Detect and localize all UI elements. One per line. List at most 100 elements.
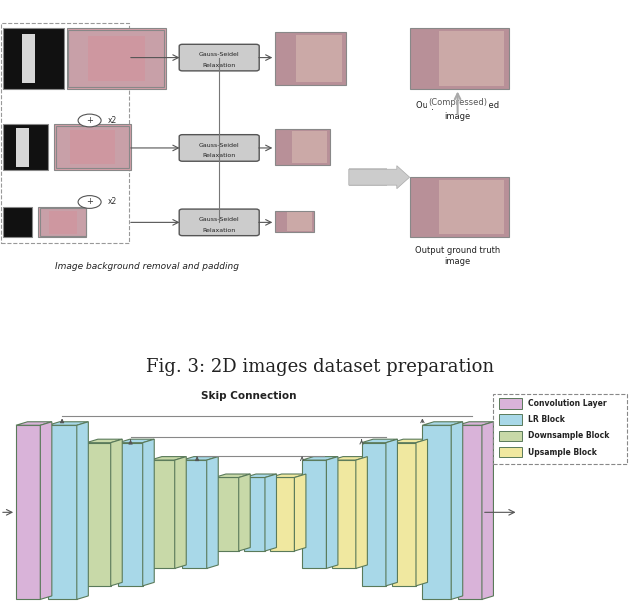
Polygon shape [118,442,143,586]
Text: x2: x2 [108,116,116,125]
FancyBboxPatch shape [499,414,522,425]
Polygon shape [302,460,326,568]
Polygon shape [458,425,482,599]
Polygon shape [422,422,463,425]
Polygon shape [182,460,207,568]
Text: Gauss-Seidel: Gauss-Seidel [199,53,239,57]
Polygon shape [422,425,451,599]
Polygon shape [3,207,32,238]
Polygon shape [332,456,367,460]
Text: Fig. 3: 2D images dataset preparation: Fig. 3: 2D images dataset preparation [146,357,494,376]
Polygon shape [3,28,64,89]
Text: (Compressed): (Compressed) [428,98,487,108]
Polygon shape [175,456,186,568]
Text: Relaxation: Relaxation [203,153,236,158]
Polygon shape [458,422,493,425]
Polygon shape [86,442,111,586]
Text: Skip Connection: Skip Connection [200,391,296,401]
Polygon shape [143,439,154,586]
Polygon shape [275,211,314,232]
Polygon shape [77,422,88,599]
Polygon shape [332,460,356,568]
Polygon shape [410,28,509,89]
Polygon shape [70,130,115,164]
Text: Relaxation: Relaxation [203,228,236,233]
Polygon shape [244,478,265,551]
Polygon shape [292,131,327,163]
Polygon shape [48,425,77,599]
Polygon shape [302,456,338,460]
Polygon shape [275,130,330,165]
Polygon shape [296,35,342,82]
Polygon shape [68,30,164,87]
FancyArrowPatch shape [351,170,391,184]
Text: image: image [444,257,471,266]
Polygon shape [88,36,145,81]
Polygon shape [410,177,509,238]
Circle shape [78,114,101,127]
Polygon shape [349,168,387,186]
Polygon shape [416,439,428,586]
Polygon shape [86,439,122,442]
Polygon shape [326,456,338,568]
Polygon shape [362,439,397,442]
Polygon shape [22,34,35,83]
FancyBboxPatch shape [179,209,259,236]
Polygon shape [214,478,239,551]
Text: Upsample Block: Upsample Block [528,448,597,456]
Polygon shape [207,456,218,568]
Text: Convolution Layer: Convolution Layer [528,399,607,408]
Polygon shape [265,474,276,551]
FancyBboxPatch shape [499,398,522,409]
Polygon shape [16,425,40,599]
Polygon shape [38,207,86,238]
Polygon shape [54,124,131,170]
Polygon shape [182,456,218,460]
Polygon shape [440,180,504,235]
Polygon shape [392,442,416,586]
Text: +: + [86,197,93,206]
Polygon shape [287,212,312,231]
Polygon shape [49,211,77,233]
Polygon shape [270,474,306,478]
Polygon shape [440,31,504,86]
Polygon shape [482,422,493,599]
Polygon shape [244,474,276,478]
Polygon shape [40,422,52,599]
Polygon shape [214,474,250,478]
Polygon shape [356,456,367,568]
Circle shape [78,196,101,208]
Polygon shape [56,126,129,168]
Text: Gauss-Seidel: Gauss-Seidel [199,142,239,148]
Polygon shape [16,128,29,167]
Polygon shape [118,439,154,442]
Polygon shape [275,32,346,85]
Polygon shape [270,478,294,551]
Polygon shape [3,124,48,170]
Text: Downsample Block: Downsample Block [528,431,609,441]
Polygon shape [67,28,166,89]
Text: Output ground truth: Output ground truth [415,246,500,255]
Polygon shape [386,439,397,586]
Text: Gauss-Seidel: Gauss-Seidel [199,217,239,222]
Polygon shape [16,422,52,425]
Polygon shape [111,439,122,586]
Polygon shape [451,422,463,599]
Text: image: image [444,112,471,120]
Polygon shape [40,208,86,236]
Text: Image background removal and padding: Image background removal and padding [55,262,239,271]
FancyBboxPatch shape [499,431,522,441]
Polygon shape [150,456,186,460]
Text: +: + [86,115,93,125]
Text: LR Block: LR Block [528,415,565,424]
FancyArrow shape [349,166,410,189]
Polygon shape [362,442,386,586]
Text: Output compressed: Output compressed [416,101,499,110]
Polygon shape [392,439,428,442]
FancyBboxPatch shape [499,447,522,458]
FancyBboxPatch shape [179,44,259,71]
Polygon shape [239,474,250,551]
Polygon shape [294,474,306,551]
Polygon shape [48,422,88,425]
Polygon shape [150,460,175,568]
